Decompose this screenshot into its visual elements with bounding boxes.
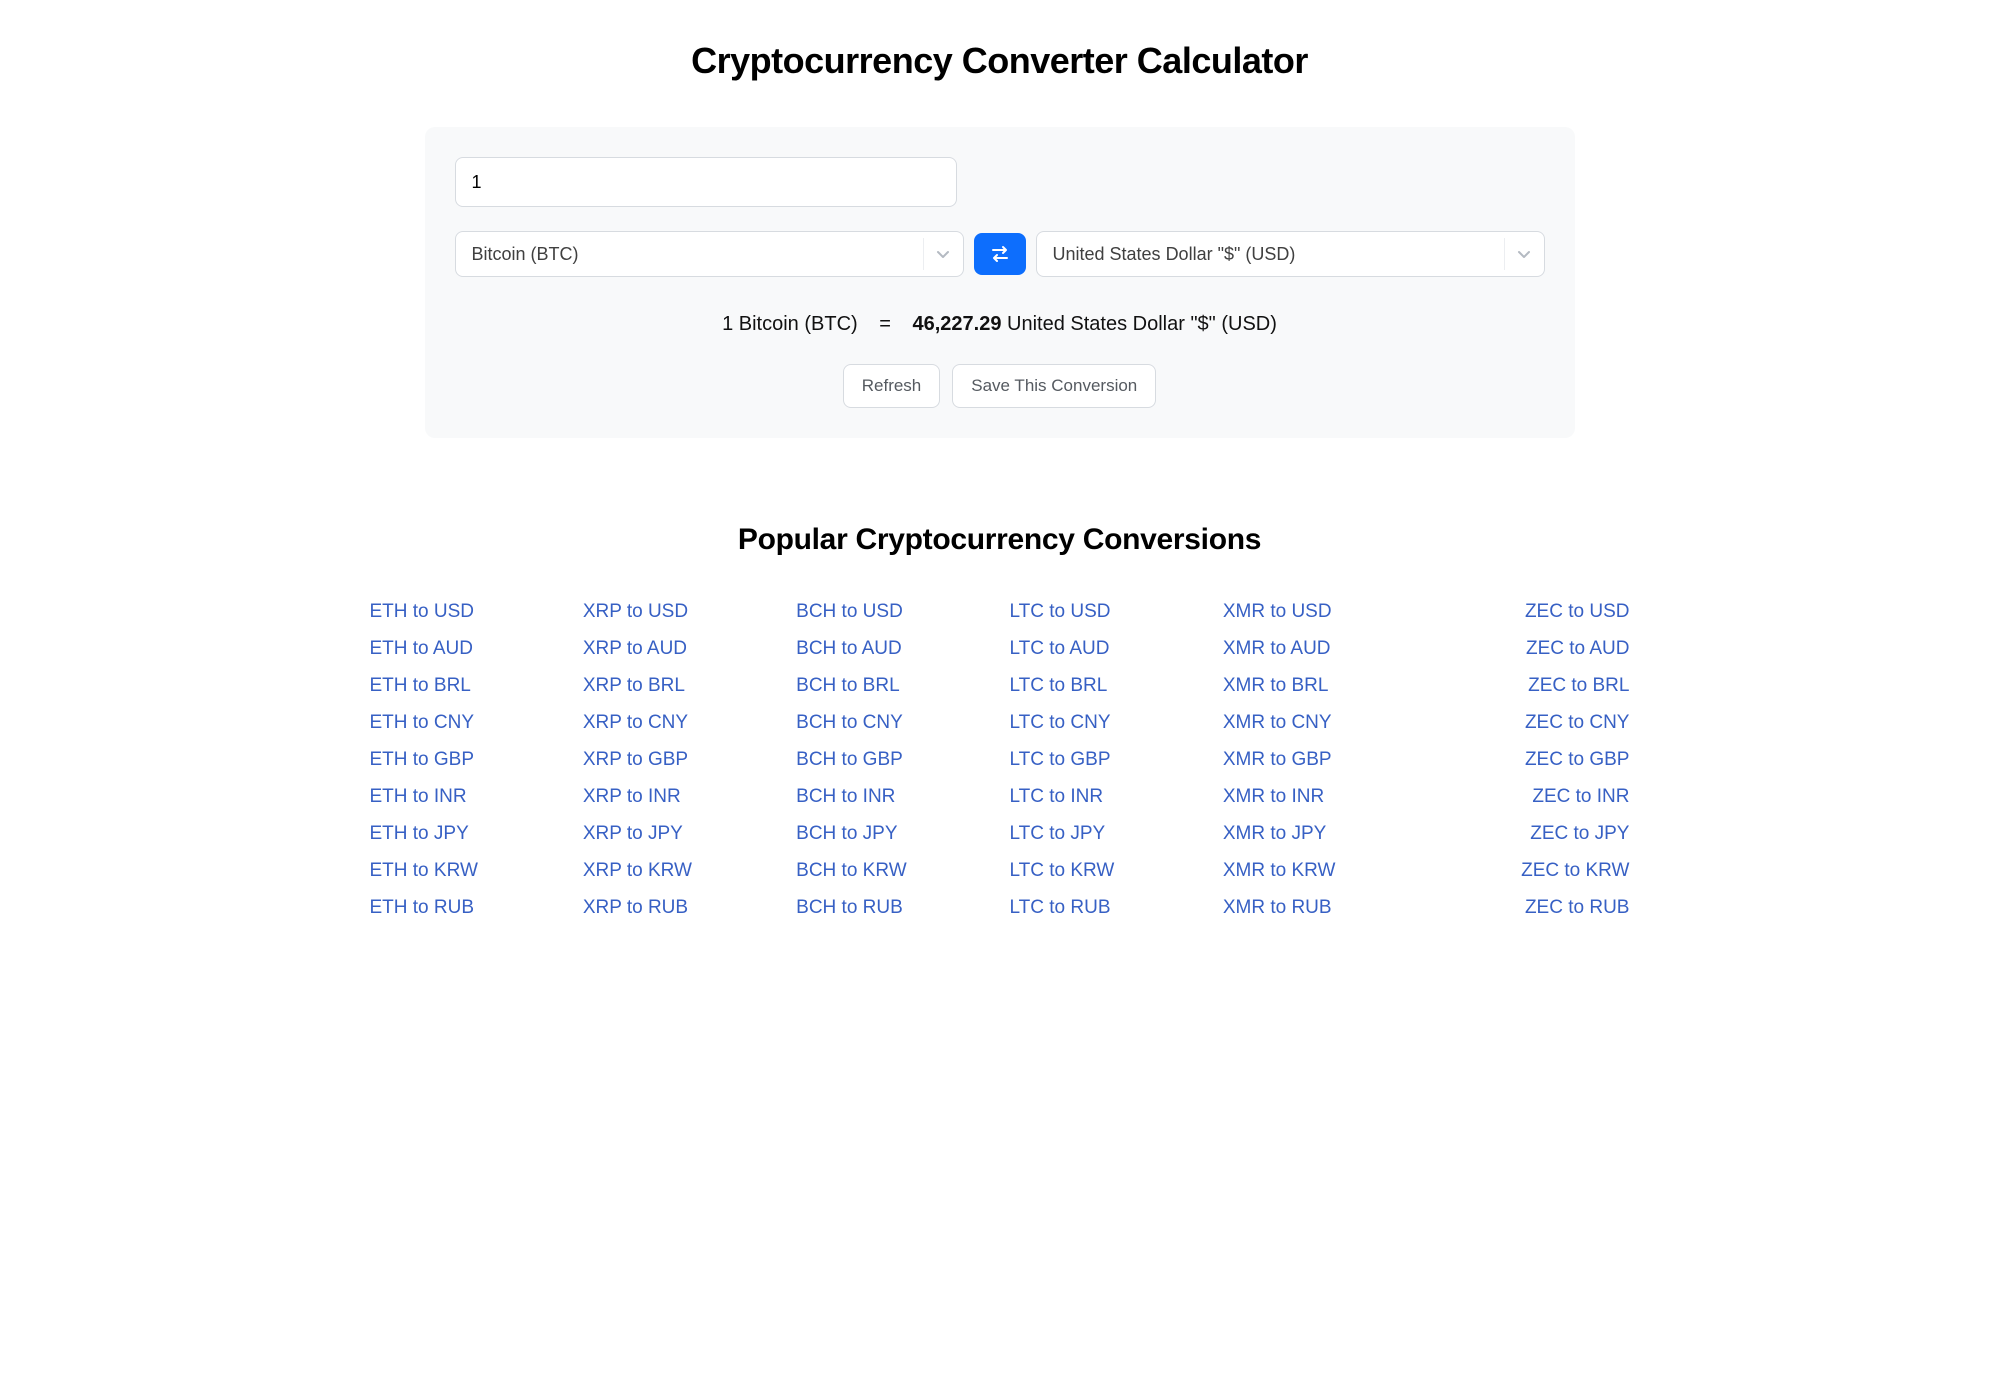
conversion-link-bch-krw[interactable]: BCH to KRW <box>796 852 907 889</box>
popular-conversions-title: Popular Cryptocurrency Conversions <box>370 523 1630 557</box>
from-currency-label: Bitcoin (BTC) <box>472 244 579 265</box>
chevron-down-icon <box>1504 238 1536 270</box>
conversion-link-eth-rub[interactable]: ETH to RUB <box>370 889 475 926</box>
conversion-link-eth-cny[interactable]: ETH to CNY <box>370 704 475 741</box>
conversion-link-xrp-krw[interactable]: XRP to KRW <box>583 852 692 889</box>
conversion-link-ltc-jpy[interactable]: LTC to JPY <box>1009 815 1105 852</box>
conversion-link-xrp-aud[interactable]: XRP to AUD <box>583 630 687 667</box>
to-currency-select[interactable]: United States Dollar "$" (USD) <box>1036 231 1545 277</box>
conversion-link-bch-jpy[interactable]: BCH to JPY <box>796 815 897 852</box>
conversion-link-zec-jpy[interactable]: ZEC to JPY <box>1530 815 1629 852</box>
conversion-link-ltc-rub[interactable]: LTC to RUB <box>1009 889 1110 926</box>
swap-button[interactable] <box>974 233 1026 275</box>
conversion-link-bch-gbp[interactable]: BCH to GBP <box>796 741 903 778</box>
conversion-link-zec-aud[interactable]: ZEC to AUD <box>1526 630 1629 667</box>
conversion-link-zec-krw[interactable]: ZEC to KRW <box>1521 852 1629 889</box>
conversion-link-bch-inr[interactable]: BCH to INR <box>796 778 895 815</box>
conversion-column-zec: ZEC to USDZEC to AUDZEC to BRLZEC to CNY… <box>1436 593 1629 926</box>
converter-card: Bitcoin (BTC) United States Dollar "$" (… <box>425 127 1575 438</box>
conversion-link-xmr-cny[interactable]: XMR to CNY <box>1223 704 1332 741</box>
conversion-link-ltc-inr[interactable]: LTC to INR <box>1009 778 1103 815</box>
conversion-link-eth-jpy[interactable]: ETH to JPY <box>370 815 469 852</box>
conversion-link-xrp-rub[interactable]: XRP to RUB <box>583 889 688 926</box>
conversion-link-xrp-cny[interactable]: XRP to CNY <box>583 704 688 741</box>
conversion-link-eth-usd[interactable]: ETH to USD <box>370 593 475 630</box>
conversion-link-ltc-aud[interactable]: LTC to AUD <box>1009 630 1109 667</box>
conversion-link-xrp-brl[interactable]: XRP to BRL <box>583 667 685 704</box>
conversion-link-xmr-krw[interactable]: XMR to KRW <box>1223 852 1336 889</box>
conversion-link-xmr-usd[interactable]: XMR to USD <box>1223 593 1332 630</box>
conversion-link-ltc-gbp[interactable]: LTC to GBP <box>1009 741 1110 778</box>
conversion-link-eth-gbp[interactable]: ETH to GBP <box>370 741 475 778</box>
conversion-link-grid: ETH to USDETH to AUDETH to BRLETH to CNY… <box>370 593 1630 926</box>
conversion-link-zec-cny[interactable]: ZEC to CNY <box>1525 704 1630 741</box>
refresh-button[interactable]: Refresh <box>843 364 941 408</box>
conversion-link-eth-brl[interactable]: ETH to BRL <box>370 667 471 704</box>
conversion-link-zec-inr[interactable]: ZEC to INR <box>1532 778 1629 815</box>
conversion-link-eth-krw[interactable]: ETH to KRW <box>370 852 478 889</box>
conversion-link-bch-brl[interactable]: BCH to BRL <box>796 667 899 704</box>
conversion-link-bch-rub[interactable]: BCH to RUB <box>796 889 903 926</box>
conversion-link-xrp-inr[interactable]: XRP to INR <box>583 778 681 815</box>
conversion-column-ltc: LTC to USDLTC to AUDLTC to BRLLTC to CNY… <box>1009 593 1202 926</box>
conversion-link-eth-inr[interactable]: ETH to INR <box>370 778 467 815</box>
conversion-column-xrp: XRP to USDXRP to AUDXRP to BRLXRP to CNY… <box>583 593 776 926</box>
conversion-link-xrp-usd[interactable]: XRP to USD <box>583 593 688 630</box>
conversion-result: 1 Bitcoin (BTC) = 46,227.29 United State… <box>455 313 1545 336</box>
conversion-link-ltc-brl[interactable]: LTC to BRL <box>1009 667 1107 704</box>
currency-select-row: Bitcoin (BTC) United States Dollar "$" (… <box>455 231 1545 277</box>
conversion-link-xrp-gbp[interactable]: XRP to GBP <box>583 741 688 778</box>
amount-input[interactable] <box>455 157 957 207</box>
conversion-link-ltc-cny[interactable]: LTC to CNY <box>1009 704 1110 741</box>
conversion-link-bch-usd[interactable]: BCH to USD <box>796 593 903 630</box>
conversion-link-eth-aud[interactable]: ETH to AUD <box>370 630 473 667</box>
conversion-link-zec-usd[interactable]: ZEC to USD <box>1525 593 1630 630</box>
equals-sign: = <box>879 313 891 335</box>
result-value: 46,227.29 <box>913 313 1002 335</box>
conversion-link-xmr-inr[interactable]: XMR to INR <box>1223 778 1324 815</box>
conversion-link-zec-rub[interactable]: ZEC to RUB <box>1525 889 1630 926</box>
page-title: Cryptocurrency Converter Calculator <box>370 40 1630 82</box>
swap-icon <box>989 245 1011 263</box>
action-buttons: Refresh Save This Conversion <box>455 364 1545 408</box>
conversion-link-bch-cny[interactable]: BCH to CNY <box>796 704 903 741</box>
conversion-link-zec-gbp[interactable]: ZEC to GBP <box>1525 741 1630 778</box>
conversion-link-xmr-jpy[interactable]: XMR to JPY <box>1223 815 1326 852</box>
conversion-link-xmr-rub[interactable]: XMR to RUB <box>1223 889 1332 926</box>
conversion-link-xmr-gbp[interactable]: XMR to GBP <box>1223 741 1332 778</box>
conversion-column-bch: BCH to USDBCH to AUDBCH to BRLBCH to CNY… <box>796 593 989 926</box>
conversion-link-ltc-krw[interactable]: LTC to KRW <box>1009 852 1114 889</box>
result-left: 1 Bitcoin (BTC) <box>722 313 858 335</box>
conversion-link-zec-brl[interactable]: ZEC to BRL <box>1528 667 1629 704</box>
conversion-link-xrp-jpy[interactable]: XRP to JPY <box>583 815 683 852</box>
from-currency-select[interactable]: Bitcoin (BTC) <box>455 231 964 277</box>
chevron-down-icon <box>923 238 955 270</box>
to-currency-label: United States Dollar "$" (USD) <box>1053 244 1296 265</box>
conversion-link-ltc-usd[interactable]: LTC to USD <box>1009 593 1110 630</box>
conversion-link-bch-aud[interactable]: BCH to AUD <box>796 630 902 667</box>
conversion-column-eth: ETH to USDETH to AUDETH to BRLETH to CNY… <box>370 593 563 926</box>
conversion-column-xmr: XMR to USDXMR to AUDXMR to BRLXMR to CNY… <box>1223 593 1416 926</box>
save-conversion-button[interactable]: Save This Conversion <box>952 364 1156 408</box>
conversion-link-xmr-brl[interactable]: XMR to BRL <box>1223 667 1329 704</box>
result-right: United States Dollar "$" (USD) <box>1001 313 1276 335</box>
conversion-link-xmr-aud[interactable]: XMR to AUD <box>1223 630 1331 667</box>
